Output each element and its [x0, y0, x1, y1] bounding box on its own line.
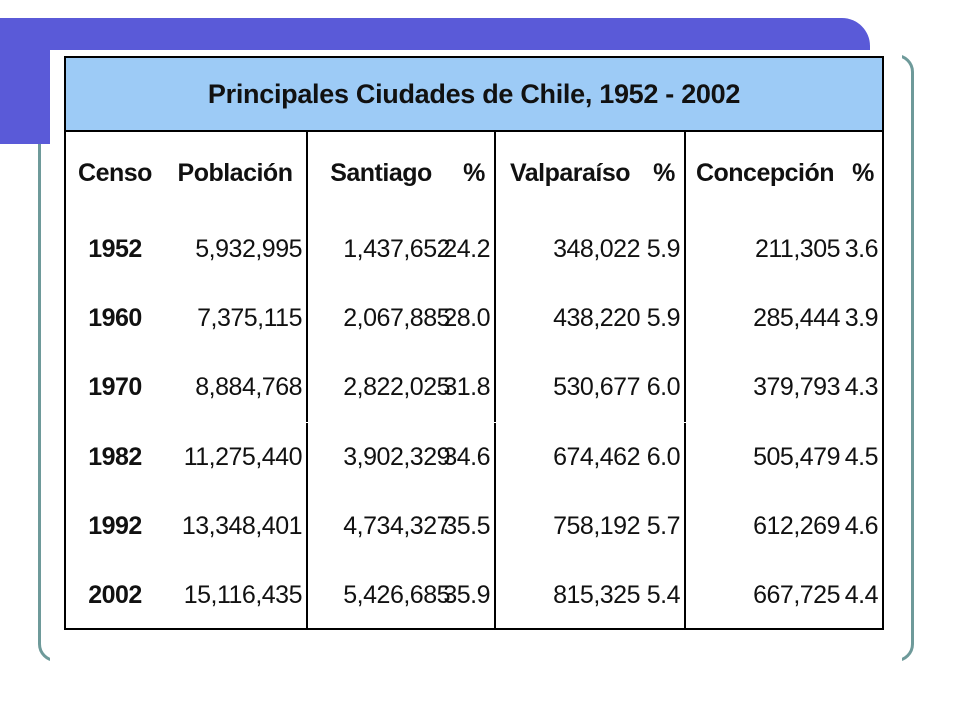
table-cell-poblacion: 8,884,768: [164, 353, 308, 423]
table-cell-concepcion-pct: 3.6: [844, 235, 879, 264]
column-header-valparaiso-pct: %: [644, 132, 686, 215]
table-cell-santiago-pct: 35.9: [443, 560, 496, 630]
table-row-year: 1960: [88, 304, 142, 333]
table-cell-valparaiso: 348,022: [553, 235, 640, 264]
column-header-poblacion: Población: [164, 132, 308, 215]
table-cell-valparaiso-pct: 6.0: [644, 353, 686, 423]
table-cell-santiago-pct: 28.0: [443, 284, 496, 354]
table-cell-valparaiso-pct: 5.7: [644, 491, 686, 561]
table-cell-santiago-pct: 31.8: [443, 353, 496, 423]
table-cell-poblacion: 7,375,115: [164, 284, 308, 354]
table-cell-valparaiso-pct: 5.9: [644, 215, 686, 285]
table-cell-valparaiso-pct: 5.4: [644, 560, 686, 630]
table-cell-concepcion-pct: 4.6: [844, 511, 879, 540]
table-cell-valparaiso: 438,220: [553, 304, 640, 333]
table-cell-poblacion: 11,275,440: [164, 422, 308, 492]
table-cell-valparaiso: 674,462: [553, 442, 640, 471]
table-cell-concepcion-pct: 3.9: [844, 304, 879, 333]
column-header-santiago: Santiago: [330, 159, 432, 187]
slide-corner-strip: [0, 130, 50, 144]
column-header-concepcion: Concepción: [695, 159, 835, 187]
table-cell-concepcion-pct: 4.4: [844, 580, 879, 609]
table-grid: Censo Población Santiago% Valparaíso% Concep…: [66, 132, 882, 630]
column-header-santiago-pct: %: [454, 132, 496, 215]
table-cell-santiago-pct: 35.5: [443, 491, 496, 561]
table-cell-santiago: 4,734,327: [343, 511, 450, 540]
table-cell-concepcion-pct: 4.3: [844, 373, 879, 402]
table-row-year: 1982: [88, 442, 142, 471]
table-cell-poblacion: 13,348,401: [164, 491, 308, 561]
table-title: Principales Ciudades de Chile, 1952 - 20…: [66, 58, 882, 132]
table-cell-santiago: 2,067,885: [343, 304, 450, 333]
table-cell-concepcion: 379,793: [753, 373, 840, 402]
column-header-censo: Censo: [78, 159, 152, 187]
table-cell-concepcion: 505,479: [753, 442, 840, 471]
table-cell-santiago-pct: 34.6: [443, 422, 496, 492]
slide-header-bar: [0, 18, 870, 50]
population-table: Principales Ciudades de Chile, 1952 - 20…: [64, 56, 884, 630]
table-row-year: 1992: [88, 511, 142, 540]
table-cell-concepcion: 667,725: [753, 580, 840, 609]
table-cell-concepcion-pct: 4.5: [844, 442, 879, 471]
slide-corner-block: [0, 18, 50, 130]
table-row-year: 1952: [88, 235, 142, 264]
table-cell-valparaiso-pct: 6.0: [644, 422, 686, 492]
table-cell-poblacion: 5,932,995: [164, 215, 308, 285]
table-cell-valparaiso-pct: 5.9: [644, 284, 686, 354]
table-cell-santiago: 5,426,685: [343, 580, 450, 609]
table-cell-valparaiso: 815,325: [553, 580, 640, 609]
table-cell-concepcion: 612,269: [753, 511, 840, 540]
table-cell-santiago: 1,437,652: [343, 235, 450, 264]
table-row-year: 2002: [88, 580, 142, 609]
table-cell-santiago-pct: 24.2: [443, 215, 496, 285]
table-cell-valparaiso: 758,192: [553, 511, 640, 540]
column-header-valparaiso: Valparaíso: [509, 159, 631, 187]
table-cell-santiago: 2,822,025: [343, 373, 450, 402]
table-cell-concepcion: 211,305: [754, 235, 841, 264]
column-header-concepcion-pct: %: [852, 159, 874, 187]
table-row-year: 1970: [88, 373, 142, 402]
table-cell-poblacion: 15,116,435: [164, 560, 308, 630]
table-cell-concepcion: 285,444: [753, 304, 840, 333]
table-cell-santiago: 3,902,329: [343, 442, 450, 471]
table-cell-valparaiso: 530,677: [553, 373, 640, 402]
